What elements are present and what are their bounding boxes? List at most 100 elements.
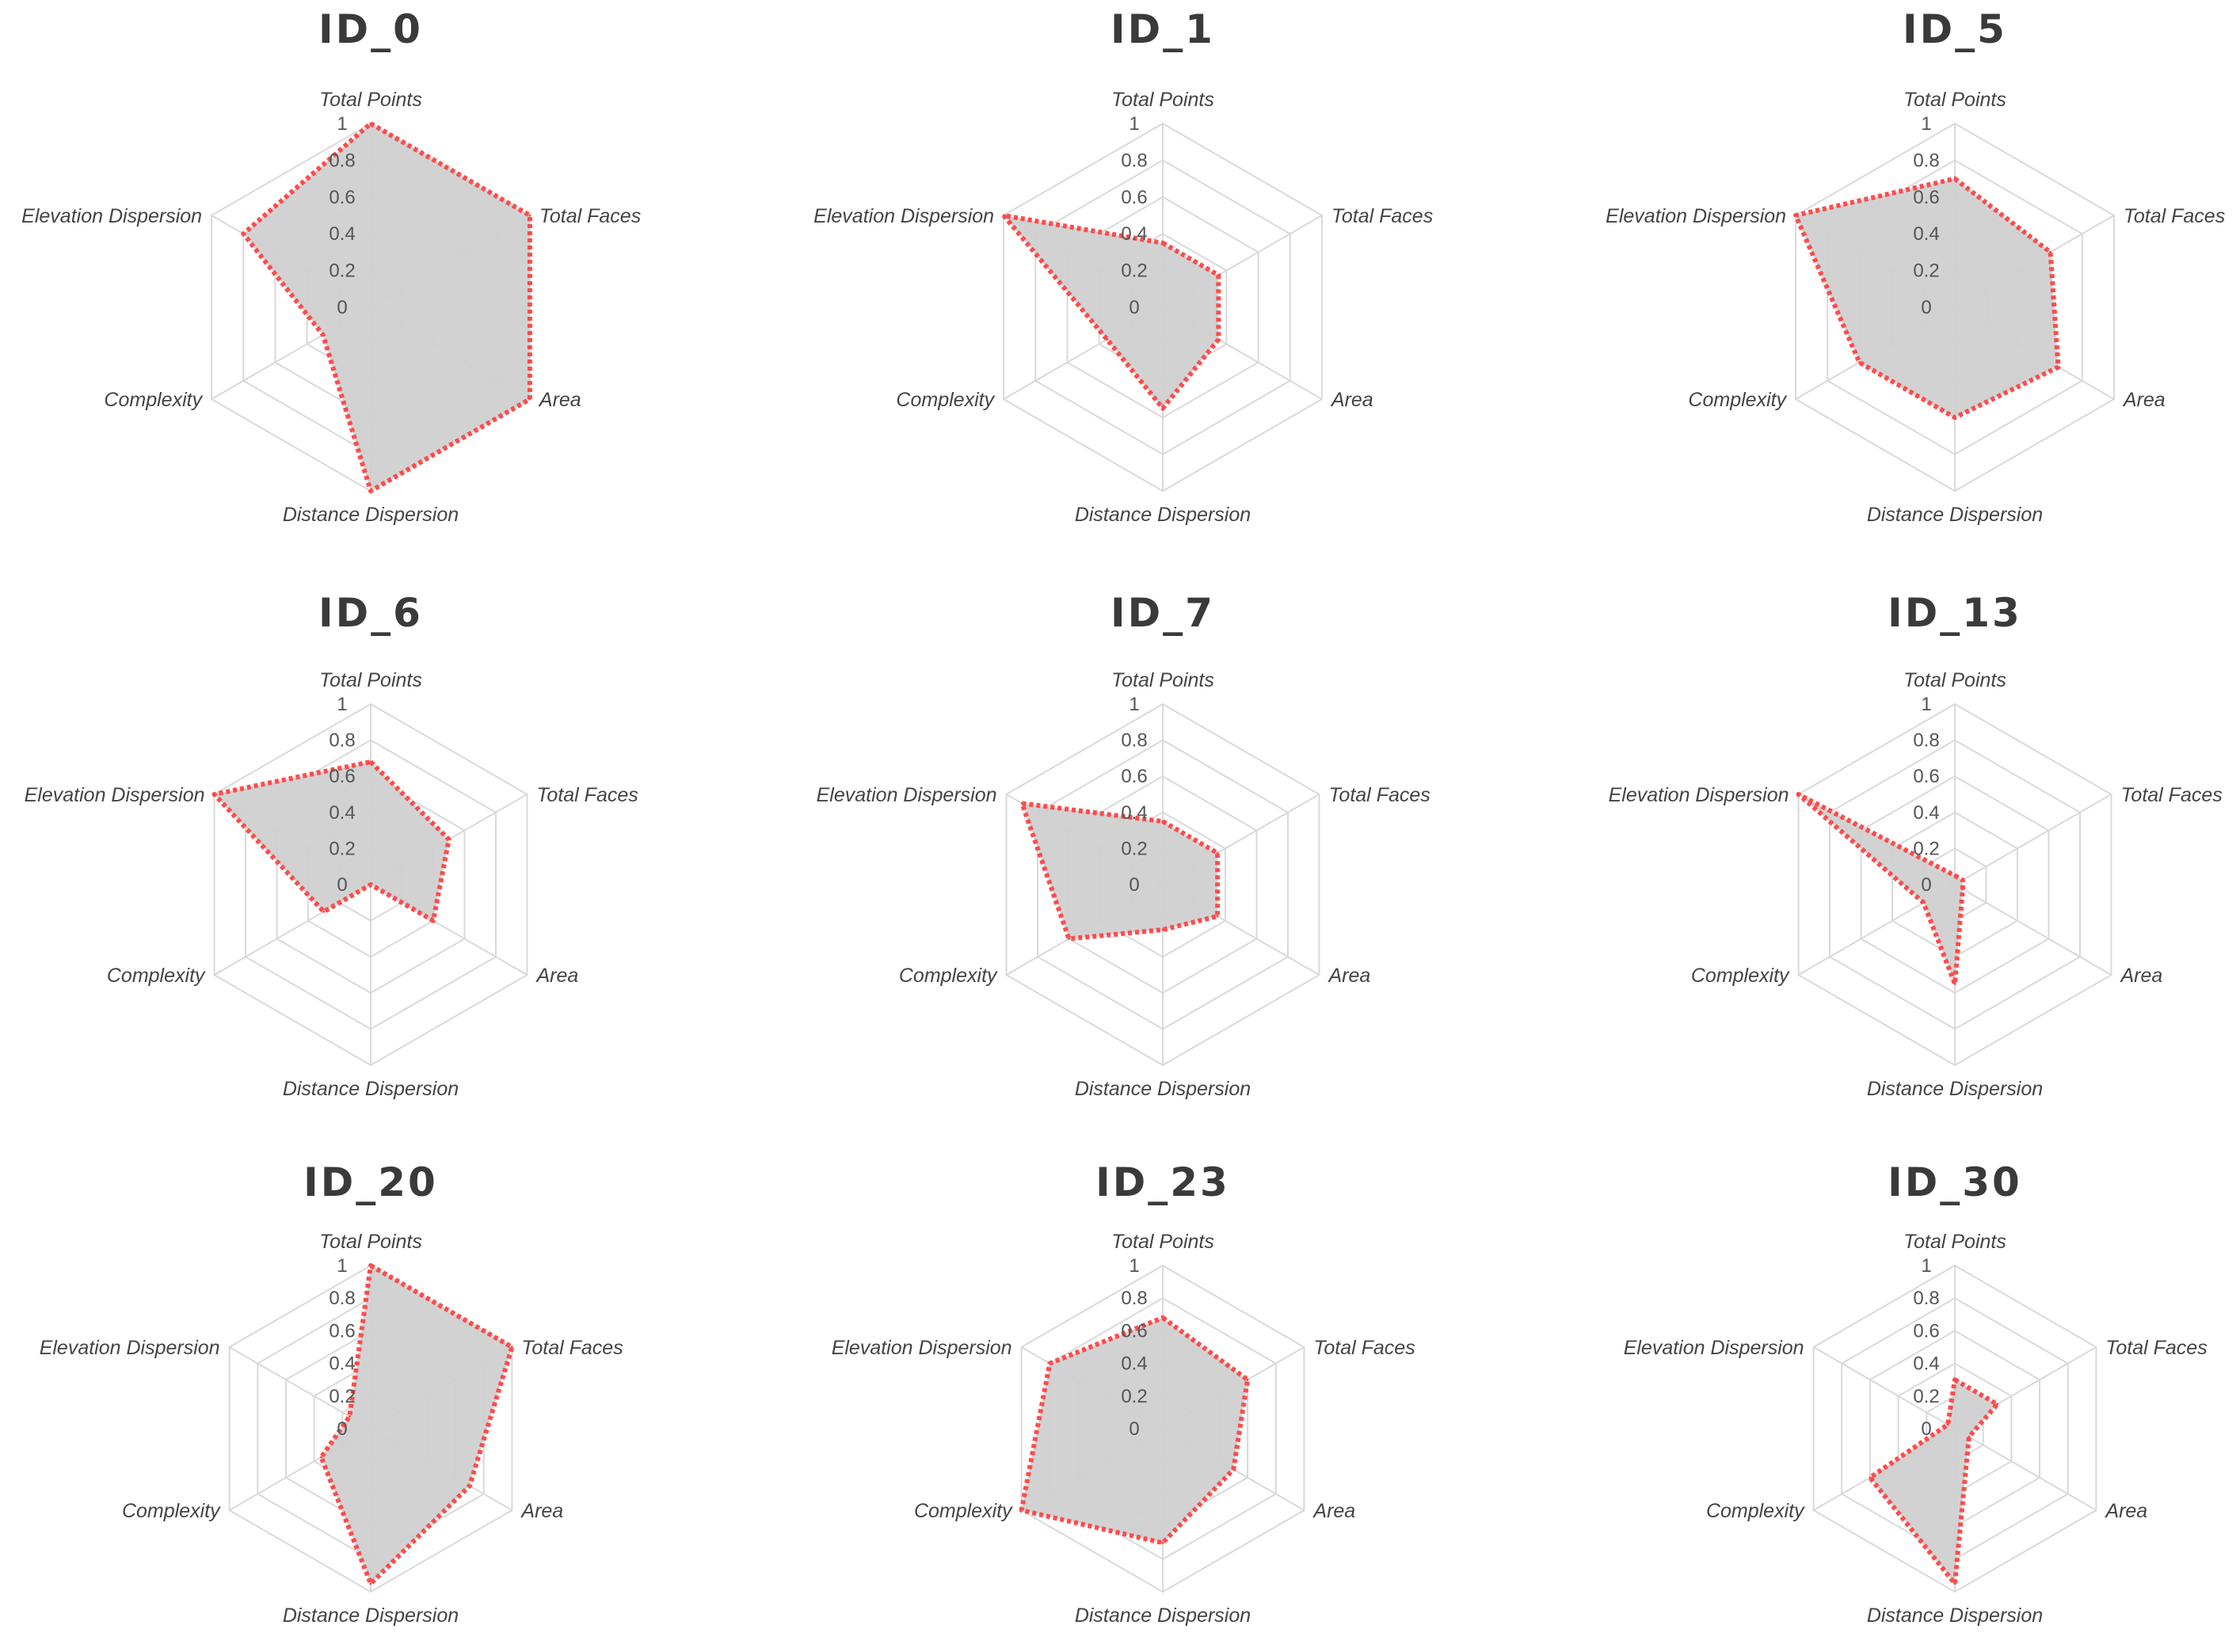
tick-label: 0.6 <box>1913 187 1939 208</box>
data-point-total-faces <box>528 214 531 217</box>
tick-label: 0 <box>337 297 347 318</box>
tick-label: 0.6 <box>329 187 355 208</box>
data-point-elevation-dispersion <box>213 793 216 796</box>
axis-label-total-points: Total Points <box>319 669 422 691</box>
data-polygon <box>241 121 532 493</box>
axis-label-distance-dispersion: Distance Dispersion <box>1075 504 1251 526</box>
axis-label-elevation-dispersion: Elevation Dispersion <box>817 784 997 806</box>
axis-spoke <box>1954 794 2112 885</box>
tick-label: 0.8 <box>1121 730 1147 752</box>
tick-label: 0.2 <box>329 261 355 282</box>
data-point-complexity <box>1106 338 1109 341</box>
data-point-distance-dispersion <box>369 883 372 886</box>
axis-label-elevation-dispersion: Elevation Dispersion <box>1609 784 1789 806</box>
axis-label-area: Area <box>1327 965 1370 987</box>
tick-label: 0.6 <box>329 766 355 787</box>
tick-label: 0.2 <box>1913 1386 1939 1407</box>
axis-label-distance-dispersion: Distance Dispersion <box>283 1078 459 1100</box>
axis-spoke <box>229 1346 371 1429</box>
data-point-elevation-dispersion <box>348 1415 351 1418</box>
axis-label-elevation-dispersion: Elevation Dispersion <box>1606 205 1786 227</box>
data-point-total-faces <box>2049 250 2052 253</box>
tick-label: 1 <box>337 113 347 135</box>
data-polygon <box>1867 1377 2000 1586</box>
axis-label-complexity: Complexity <box>122 1500 221 1522</box>
data-point-total-points <box>369 760 372 763</box>
axis-label-distance-dispersion: Distance Dispersion <box>283 1604 459 1627</box>
axis-label-total-points: Total Points <box>1111 1231 1214 1253</box>
axis-spoke <box>370 884 528 976</box>
axis-label-complexity: Complexity <box>899 965 998 987</box>
axis-label-area: Area <box>2122 389 2166 411</box>
tick-label: 0.2 <box>329 838 355 859</box>
data-point-area <box>1232 1468 1235 1471</box>
tick-label: 0.8 <box>329 150 355 171</box>
data-point-total-faces <box>1246 1378 1249 1381</box>
data-point-elevation-dispersion <box>242 232 245 235</box>
axis-label-complexity: Complexity <box>104 389 203 411</box>
chart-title: ID_23 <box>1095 1159 1230 1205</box>
tick-label: 0.8 <box>1121 1288 1147 1309</box>
data-point-distance-dispersion <box>1953 1582 1956 1585</box>
tick-label: 0.6 <box>1121 187 1147 208</box>
axis-label-total-faces: Total Faces <box>2120 784 2222 806</box>
tick-label: 0.2 <box>329 1386 355 1407</box>
data-point-distance-dispersion <box>369 489 372 493</box>
axis-label-complexity: Complexity <box>107 965 206 987</box>
data-point-area <box>1217 338 1220 341</box>
tick-label: 1 <box>1129 1255 1139 1277</box>
data-point-complexity <box>320 1456 323 1459</box>
data-point-elevation-dispersion <box>1946 1423 1949 1426</box>
axis-label-distance-dispersion: Distance Dispersion <box>1075 1078 1251 1100</box>
chart-title: ID_6 <box>318 590 423 636</box>
radar-chart-id-13: ID_13 0 0.2 0.4 0.6 0.8 1 Total Points Total Fac… <box>1609 590 2223 1100</box>
axis-label-area: Area <box>538 389 581 411</box>
axis-label-total-points: Total Points <box>319 1231 422 1253</box>
tick-label: 0.6 <box>1913 766 1939 787</box>
tick-label: 0.4 <box>1121 802 1147 824</box>
tick-label: 0 <box>337 874 347 896</box>
tick-label: 0 <box>1129 1418 1139 1440</box>
radar-chart-id-6: ID_6 0 0.2 0.4 0.6 0.8 1 Total Points Total Face… <box>25 590 638 1100</box>
axis-spoke <box>1813 1346 1956 1429</box>
tick-label: 0.2 <box>1121 261 1147 282</box>
axis-label-elevation-dispersion: Elevation Dispersion <box>832 1337 1012 1359</box>
tick-label: 0.4 <box>1121 223 1147 245</box>
axis-label-total-faces: Total Faces <box>1328 784 1430 806</box>
axis-label-total-points: Total Points <box>1111 89 1214 111</box>
axis-label-total-faces: Total Faces <box>521 1337 623 1359</box>
tick-label: 1 <box>1921 694 1931 715</box>
axis-label-total-points: Total Points <box>1903 1231 2006 1253</box>
data-point-total-points <box>1953 177 1956 181</box>
tick-label: 0 <box>1129 297 1139 318</box>
axis-label-area: Area <box>520 1500 563 1522</box>
data-point-total-points <box>1161 820 1164 823</box>
chart-title: ID_1 <box>1110 6 1215 52</box>
data-point-total-points <box>1953 1378 1956 1381</box>
axis-spoke <box>1954 1428 2097 1511</box>
tick-label: 0.6 <box>1913 1320 1939 1342</box>
axis-label-complexity: Complexity <box>914 1500 1013 1522</box>
tick-label: 0 <box>1921 297 1931 318</box>
data-point-complexity <box>1857 361 1861 364</box>
axis-label-complexity: Complexity <box>1706 1500 1805 1522</box>
tick-label: 0.8 <box>329 730 355 752</box>
axis-label-area: Area <box>535 965 578 987</box>
chart-title: ID_5 <box>1903 6 2007 52</box>
data-point-area <box>1968 1435 1971 1438</box>
tick-label: 0.4 <box>1913 1353 1939 1375</box>
axis-label-elevation-dispersion: Elevation Dispersion <box>40 1337 220 1359</box>
data-point-total-faces <box>1217 273 1220 276</box>
data-polygon <box>318 1263 515 1586</box>
tick-label: 0 <box>1921 1418 1931 1440</box>
axis-label-complexity: Complexity <box>1691 965 1790 987</box>
data-polygon <box>1019 801 1221 942</box>
tick-label: 0.4 <box>329 802 355 824</box>
tick-label: 1 <box>1129 694 1139 715</box>
axis-label-distance-dispersion: Distance Dispersion <box>1075 1604 1251 1627</box>
